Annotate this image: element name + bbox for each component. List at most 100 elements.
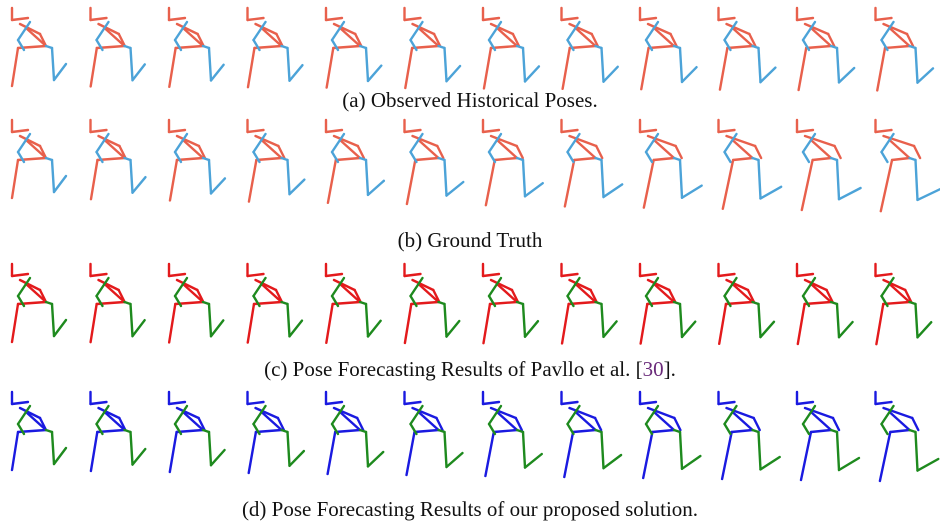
- bone: [914, 146, 920, 158]
- bone: [169, 130, 185, 132]
- bone: [682, 67, 697, 82]
- bone: [169, 304, 175, 342]
- bone: [876, 304, 883, 344]
- bone: [523, 304, 525, 337]
- skeleton: [326, 120, 384, 203]
- bone: [682, 456, 700, 469]
- bone: [170, 432, 177, 472]
- bone: [641, 304, 648, 344]
- bone: [54, 320, 66, 336]
- bone: [723, 160, 733, 209]
- skeleton: [169, 8, 224, 87]
- bone: [366, 432, 368, 466]
- bone: [209, 160, 211, 193]
- bone: [918, 322, 932, 337]
- bone: [916, 304, 918, 337]
- bone: [916, 160, 918, 200]
- bone: [641, 48, 648, 89]
- bone: [918, 459, 939, 471]
- bone: [248, 130, 264, 132]
- bone: [248, 402, 264, 404]
- bone: [328, 160, 336, 203]
- skeleton: [405, 8, 461, 88]
- bone: [12, 432, 18, 470]
- bone: [170, 160, 177, 200]
- bone: [290, 451, 304, 466]
- skeleton: [169, 120, 225, 200]
- bone: [719, 402, 735, 404]
- bone: [366, 48, 368, 81]
- bone: [485, 432, 493, 476]
- bone: [682, 186, 702, 198]
- bone: [640, 18, 656, 20]
- bone: [562, 402, 578, 404]
- bone: [876, 130, 892, 132]
- bone: [290, 180, 305, 195]
- bone: [649, 46, 674, 48]
- bone: [646, 152, 652, 162]
- bone: [131, 160, 133, 193]
- skeleton: [876, 264, 932, 344]
- bone: [335, 430, 360, 432]
- bone: [368, 66, 381, 81]
- bone: [483, 18, 499, 20]
- skeleton: [248, 264, 302, 343]
- bone: [835, 146, 841, 158]
- bone: [368, 181, 384, 195]
- bone: [759, 432, 761, 469]
- skeleton: [248, 392, 304, 473]
- skeleton: [483, 120, 543, 205]
- bone: [52, 304, 54, 336]
- skeleton: [640, 8, 697, 89]
- citation-link[interactable]: 30: [643, 357, 664, 381]
- bone: [12, 274, 28, 276]
- bone: [248, 304, 254, 343]
- bone: [366, 304, 368, 336]
- bone: [918, 189, 940, 200]
- bone: [722, 432, 732, 479]
- skeleton: [719, 8, 776, 90]
- bone: [447, 321, 460, 337]
- bone: [918, 68, 934, 82]
- skeleton: [405, 120, 464, 204]
- bone: [209, 304, 211, 336]
- bone: [288, 304, 290, 336]
- bone: [725, 152, 731, 162]
- skeleton: [91, 120, 146, 199]
- bone: [676, 146, 682, 158]
- bone: [523, 48, 525, 81]
- bone: [644, 160, 654, 208]
- bone: [91, 274, 107, 276]
- bone: [801, 432, 811, 480]
- bone: [495, 158, 517, 160]
- bone: [209, 432, 211, 465]
- bone: [169, 402, 185, 404]
- bone: [759, 48, 761, 82]
- bone: [564, 432, 573, 477]
- bone: [761, 187, 782, 199]
- bone: [169, 18, 185, 20]
- bone: [562, 130, 578, 132]
- bone: [368, 321, 381, 337]
- bone: [169, 48, 175, 87]
- bone: [525, 454, 542, 468]
- bone: [727, 46, 752, 48]
- bone: [674, 418, 680, 430]
- bone: [483, 304, 489, 343]
- bone: [761, 68, 776, 83]
- bone: [483, 402, 499, 404]
- bone: [248, 48, 254, 87]
- bone: [447, 453, 463, 467]
- bone: [643, 432, 652, 478]
- bone: [882, 152, 888, 162]
- skeleton: [797, 8, 854, 90]
- bone: [249, 432, 256, 473]
- skeleton: [640, 120, 702, 208]
- bone: [523, 432, 525, 468]
- bone: [328, 432, 336, 474]
- bone: [604, 455, 622, 468]
- skeleton: [876, 120, 940, 211]
- bone: [327, 48, 334, 88]
- skeleton: [169, 264, 223, 342]
- skeleton: [326, 264, 381, 343]
